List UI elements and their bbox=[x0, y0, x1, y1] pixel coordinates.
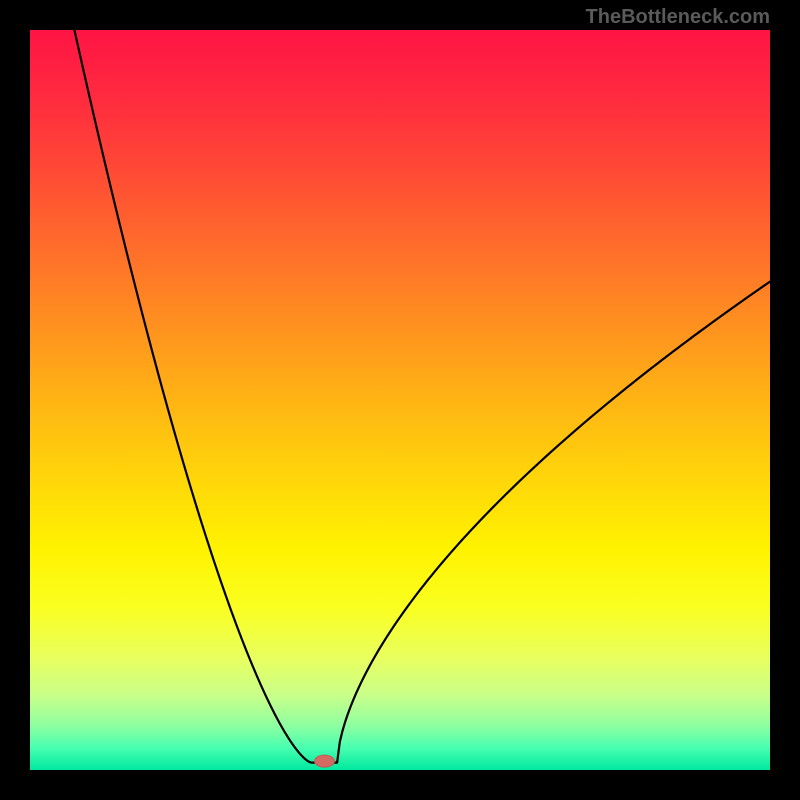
plot-background bbox=[30, 30, 770, 770]
chart-stage: TheBottleneck.com bbox=[0, 0, 800, 800]
bottleneck-chart bbox=[0, 0, 800, 800]
optimal-point-marker bbox=[315, 755, 335, 767]
watermark-text: TheBottleneck.com bbox=[586, 6, 770, 29]
